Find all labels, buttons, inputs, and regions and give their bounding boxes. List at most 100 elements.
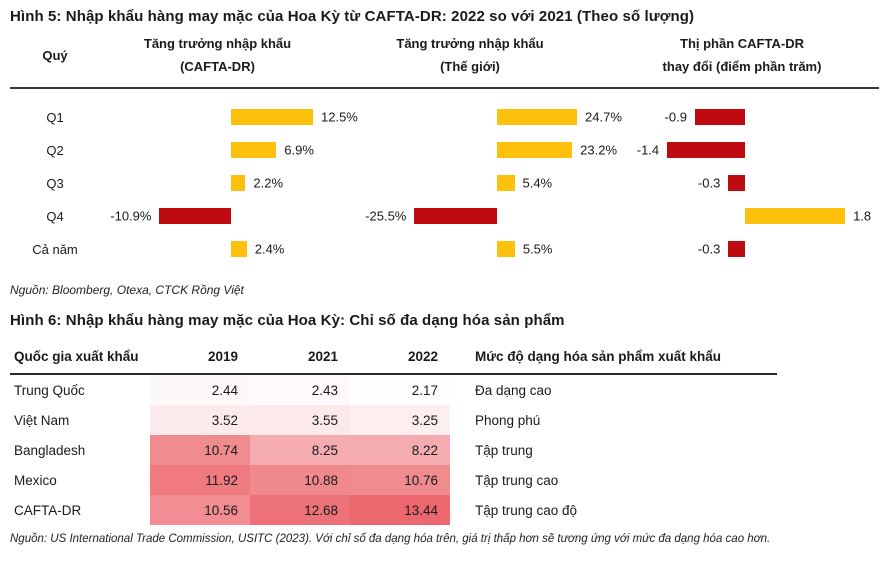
- chart1-header-line1: Tăng trưởng nhập khẩu: [143, 36, 292, 51]
- bar-value-label: -25.5%: [365, 208, 407, 224]
- category-label: Q2: [46, 143, 64, 158]
- bar-q3: [728, 175, 745, 191]
- table-row: Việt Nam 3.52 3.55 3.25 Phong phú: [10, 405, 777, 435]
- cell-diversification-level: Đa dạng cao: [475, 382, 552, 398]
- chart-bar-row: 5.5%: [335, 233, 605, 266]
- figure5-title: Hình 5: Nhập khẩu hàng may mặc của Hoa K…: [10, 8, 695, 25]
- chart-bar-row: 6.9%: [100, 134, 335, 167]
- chart-bar-row: 24.7%: [335, 101, 622, 134]
- cell-diversification-level: Phong phú: [475, 412, 541, 428]
- bar-value-label: 24.7%: [585, 109, 622, 125]
- cell-country: CAFTA-DR: [14, 502, 82, 518]
- table-row: Mexico 11.92 10.88 10.76 Tập trung cao: [10, 465, 777, 495]
- chart2-header: Tăng trưởng nhập khẩu (Thế giới): [335, 32, 605, 78]
- chart-bar-row: 1.8: [605, 200, 879, 233]
- cell-index-value: 2.44: [150, 375, 250, 405]
- bar-cả-năm: [497, 241, 515, 257]
- cell-index-value: 12.68: [250, 495, 350, 525]
- chart-categories: Q1 Q2 Q3 Q4 Cả năm: [10, 101, 100, 266]
- header-2022: 2022: [407, 349, 438, 364]
- cell-index-value: 10.88: [250, 465, 350, 495]
- bar-q3: [497, 175, 515, 191]
- bar-q4: [414, 208, 497, 224]
- header-country: Quốc gia xuất khẩu: [14, 349, 139, 364]
- cell-index-value: 10.74: [150, 435, 250, 465]
- figure6-table: Quốc gia xuất khẩu 2019 2021 2022 Mức độ…: [10, 340, 777, 525]
- cell-country: Bangladesh: [14, 442, 86, 458]
- figure5-chart-area: Q1 Q2 Q3 Q4 Cả năm 12.5% 6.9% 2.2% -10.9% 2.4% 2…: [10, 101, 879, 266]
- chart2-header-line1: Tăng trưởng nhập khẩu: [396, 36, 544, 51]
- figure6-table-body: Trung Quốc 2.44 2.43 2.17 Đa dạng cao Việt Na…: [10, 375, 777, 525]
- bar-value-label: 5.4%: [522, 175, 553, 191]
- category-label: Q1: [46, 110, 64, 125]
- bar-q2: [231, 142, 277, 158]
- bar-q4: [745, 208, 846, 224]
- chart-bar-row: 2.4%: [100, 233, 335, 266]
- cell-country: Việt Nam: [14, 412, 70, 428]
- bar-value-label: 5.5%: [522, 241, 553, 257]
- table-row: CAFTA-DR 10.56 12.68 13.44 Tập trung cao độ: [10, 495, 777, 525]
- cell-index-value: 11.92: [150, 465, 250, 495]
- cell-index-value: 10.76: [350, 465, 450, 495]
- chart-panel-1: 12.5% 6.9% 2.2% -10.9% 2.4%: [100, 101, 358, 266]
- bar-value-label: -1.4: [636, 142, 660, 158]
- chart1-header: Tăng trưởng nhập khẩu (CAFTA-DR): [100, 32, 335, 78]
- cell-country: Trung Quốc: [14, 382, 85, 398]
- header-2019: 2019: [207, 349, 238, 364]
- bar-q2: [667, 142, 745, 158]
- report-page: Hình 5: Nhập khẩu hàng may mặc của Hoa K…: [10, 8, 879, 545]
- chart3-header: Thị phần CAFTA-DR thay đổi (điểm phần tr…: [605, 32, 879, 78]
- cell-index-value: 3.55: [250, 405, 350, 435]
- chart-bar-row: -0.3: [605, 167, 879, 200]
- cell-diversification-level: Tập trung: [475, 442, 533, 458]
- bar-q1: [231, 109, 313, 125]
- cell-index-value: 2.17: [350, 375, 450, 405]
- header-diversification: Mức độ dạng hóa sản phẩm xuất khẩu: [475, 349, 722, 364]
- figure6-table-header: Quốc gia xuất khẩu 2019 2021 2022 Mức độ…: [10, 340, 777, 375]
- cell-index-value: 8.22: [350, 435, 450, 465]
- figure5-column-headers: Quý Tăng trưởng nhập khẩu (CAFTA-DR) Tăn…: [10, 32, 879, 89]
- chart-bar-row: -10.9%: [100, 200, 335, 233]
- cell-index-value: 10.56: [150, 495, 250, 525]
- chart-bar-row: -0.9: [605, 101, 879, 134]
- table-row: Trung Quốc 2.44 2.43 2.17 Đa dạng cao: [10, 375, 777, 405]
- chart-panel-2: 24.7% 23.2% 5.4% -25.5% 5.5%: [335, 101, 622, 266]
- bar-value-label: -0.9: [664, 109, 687, 125]
- bar-value-label: 12.5%: [321, 109, 358, 125]
- chart-bar-row: 12.5%: [100, 101, 358, 134]
- chart1-header-line2: (CAFTA-DR): [180, 59, 255, 74]
- cell-diversification-level: Tập trung cao: [475, 472, 559, 488]
- chart-bar-row: 23.2%: [335, 134, 617, 167]
- category-label: Q3: [46, 176, 64, 191]
- chart3-header-line2: thay đổi (điểm phần trăm): [662, 59, 822, 74]
- figure6-title: Hình 6: Nhập khẩu hàng may mặc của Hoa K…: [10, 312, 565, 329]
- bar-cả-năm: [728, 241, 745, 257]
- chart-bar-row: -1.4: [605, 134, 879, 167]
- bar-cả-năm: [231, 241, 247, 257]
- cell-index-value: 3.52: [150, 405, 250, 435]
- header-2021: 2021: [307, 349, 338, 364]
- bar-q1: [497, 109, 577, 125]
- chart-bar-row: -0.3: [605, 233, 879, 266]
- cell-index-value: 13.44: [350, 495, 450, 525]
- bar-q2: [497, 142, 573, 158]
- bar-value-label: 1.8: [853, 208, 872, 224]
- bar-value-label: -0.3: [697, 241, 721, 257]
- cell-diversification-level: Tập trung cao độ: [475, 502, 578, 518]
- bar-value-label: -10.9%: [110, 208, 152, 224]
- bar-value-label: 6.9%: [284, 142, 314, 158]
- bar-q4: [159, 208, 231, 224]
- cell-index-value: 8.25: [250, 435, 350, 465]
- bar-value-label: 2.2%: [253, 175, 284, 191]
- quarter-column-header: Quý: [42, 47, 68, 63]
- chart-panel-3: -0.9 -1.4 -0.3 1.8 -0.3: [605, 101, 879, 266]
- figure6-source: Nguồn: US International Trade Commission…: [10, 533, 771, 545]
- chart-bar-row: 2.2%: [100, 167, 335, 200]
- bar-value-label: -0.3: [697, 175, 721, 191]
- chart-bar-row: 5.4%: [335, 167, 605, 200]
- category-label: Q4: [46, 209, 64, 224]
- bar-value-label: 23.2%: [580, 142, 618, 158]
- table-row: Bangladesh 10.74 8.25 8.22 Tập trung: [10, 435, 777, 465]
- bar-value-label: 2.4%: [254, 241, 285, 257]
- cell-country: Mexico: [14, 472, 57, 488]
